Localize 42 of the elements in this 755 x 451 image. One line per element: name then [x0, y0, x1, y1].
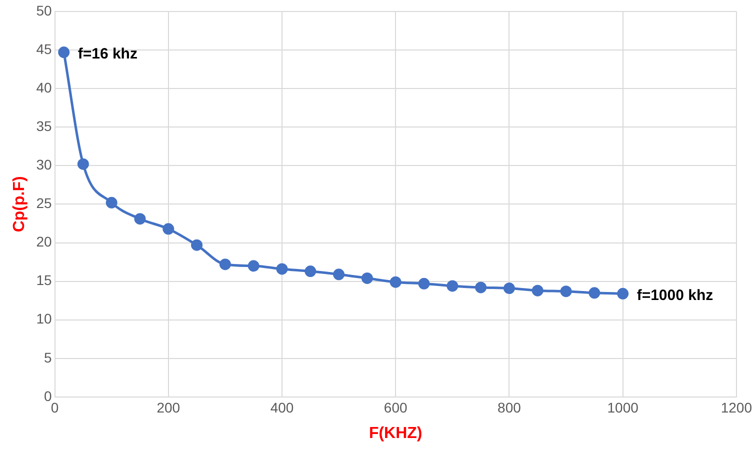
- y-tick-label: 10: [36, 310, 52, 327]
- x-tick-label: 1200: [720, 399, 752, 416]
- y-tick-label: 0: [44, 388, 52, 404]
- y-tick-label: 5: [44, 349, 52, 366]
- point: [418, 278, 430, 290]
- point: [106, 196, 118, 208]
- point: [248, 260, 260, 272]
- y-tick-label: 45: [36, 40, 52, 57]
- point: [333, 268, 345, 280]
- y-tick-label: 30: [36, 156, 52, 172]
- point: [446, 280, 458, 292]
- y-axis-title: Cp(p.F): [11, 176, 28, 232]
- point: [361, 272, 373, 284]
- point: [134, 213, 146, 225]
- point: [58, 46, 70, 58]
- point: [191, 239, 203, 251]
- y-tick-label: 50: [36, 2, 52, 18]
- point: [560, 286, 572, 298]
- point: [617, 288, 629, 300]
- point: [475, 282, 487, 294]
- x-axis-title: F(KHZ): [368, 424, 422, 442]
- y-tick-label: 25: [36, 195, 52, 212]
- y-tick-label: 20: [36, 234, 52, 250]
- y-tick-label: 15: [36, 272, 52, 288]
- y-tick-label: 40: [36, 79, 52, 96]
- annotation: f=1000 khz: [636, 286, 714, 304]
- point: [77, 158, 89, 170]
- point: [532, 284, 544, 296]
- x-tick-label: 600: [384, 399, 408, 416]
- x-tick-label: 1000: [607, 399, 639, 416]
- annotation: f=16 khz: [78, 45, 138, 62]
- point: [390, 276, 402, 288]
- point: [162, 223, 174, 235]
- point: [588, 287, 600, 299]
- y-tick-label: 35: [36, 118, 52, 134]
- point: [219, 258, 231, 270]
- point: [304, 266, 316, 278]
- x-tick-label: 200: [156, 399, 180, 416]
- x-tick-label: 800: [498, 399, 522, 416]
- point: [503, 282, 515, 294]
- x-tick-label: 400: [270, 399, 294, 416]
- point: [276, 263, 288, 275]
